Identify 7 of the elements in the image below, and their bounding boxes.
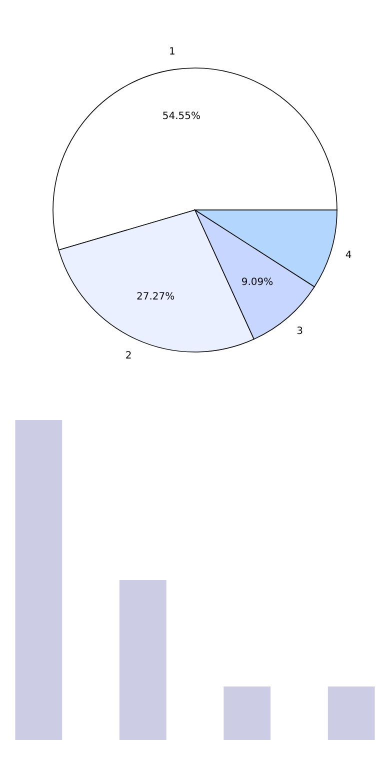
slice-label: 3: [296, 326, 303, 337]
slice-label: 4: [345, 250, 352, 262]
slice-label: 1: [169, 46, 176, 58]
slice-label: 2: [125, 350, 132, 362]
data-label: 27.27%: [136, 291, 175, 302]
data-label: 9.09%: [241, 276, 274, 288]
data-label: 54.55%: [162, 110, 201, 122]
